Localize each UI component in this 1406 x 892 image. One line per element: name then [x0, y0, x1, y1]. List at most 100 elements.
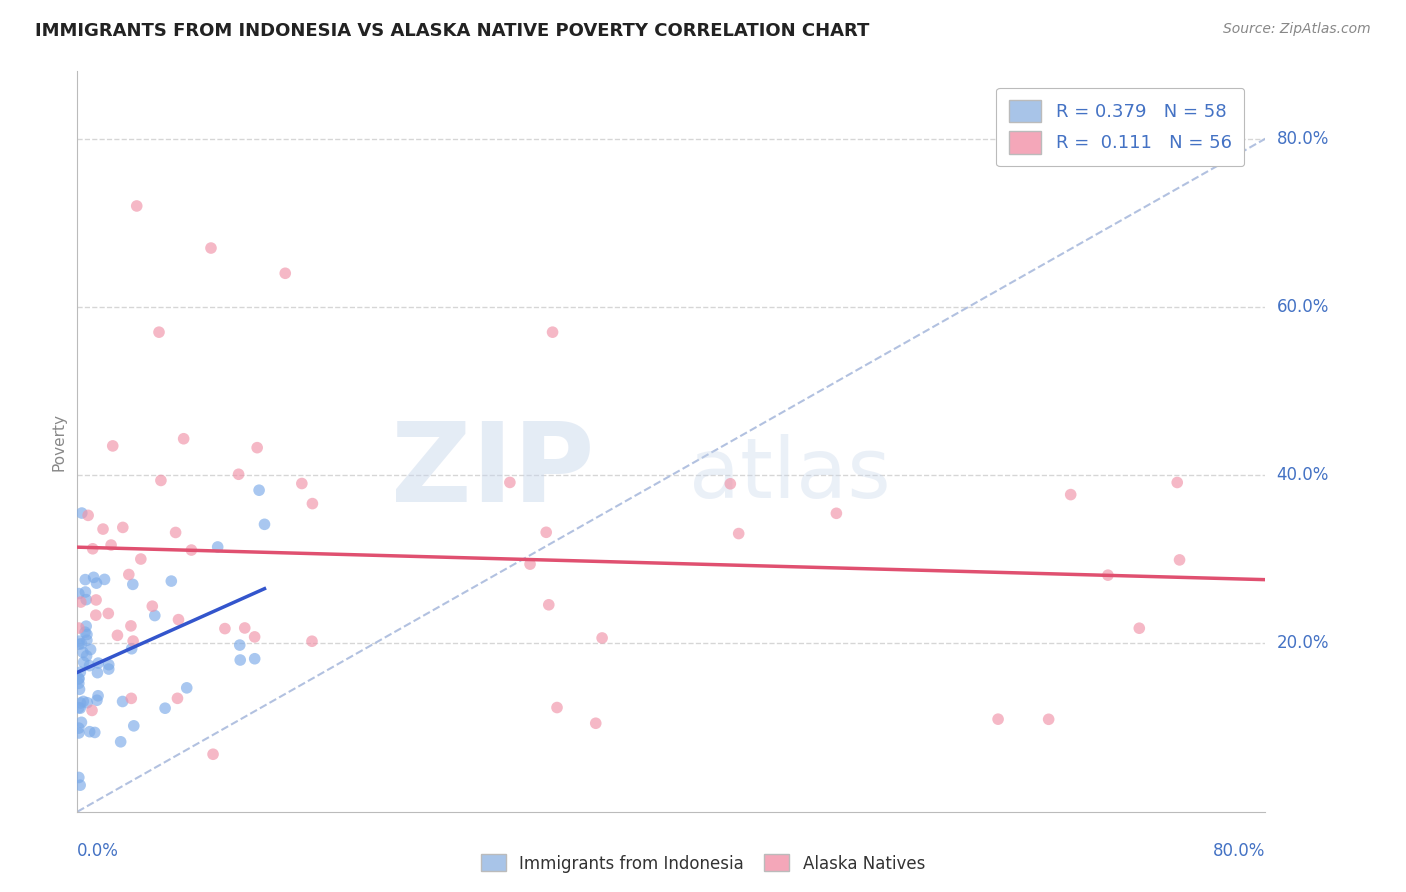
Point: [80, 703, 103, 717]
Point: [1097, 568, 1119, 582]
Point: [202, 747, 225, 762]
Point: [76, 696, 98, 710]
Point: [67, 672, 90, 686]
Point: [79, 724, 101, 739]
Point: [111, 694, 134, 708]
Point: [87, 656, 110, 670]
Point: [160, 574, 183, 588]
Point: [86, 693, 108, 707]
Point: [72, 694, 94, 708]
Point: [229, 653, 252, 667]
Point: [67, 586, 90, 600]
Text: 20.0%: 20.0%: [1277, 634, 1329, 652]
Point: [75, 585, 97, 599]
Point: [75, 619, 97, 633]
Point: [727, 526, 749, 541]
Point: [125, 199, 148, 213]
Point: [118, 567, 141, 582]
Point: [67, 721, 90, 735]
Text: atlas: atlas: [689, 434, 891, 516]
Point: [718, 476, 741, 491]
Point: [585, 716, 607, 731]
Point: [111, 520, 134, 534]
Point: [101, 439, 124, 453]
Point: [91, 522, 114, 536]
Point: [121, 577, 143, 591]
Point: [67, 672, 90, 686]
Point: [149, 474, 172, 488]
Point: [987, 712, 1010, 726]
Point: [67, 634, 90, 648]
Point: [519, 557, 541, 571]
Y-axis label: Poverty: Poverty: [51, 412, 66, 471]
Point: [121, 641, 143, 656]
Point: [84, 593, 107, 607]
Point: [148, 325, 170, 339]
Legend: R = 0.379   N = 58, R =  0.111   N = 56: R = 0.379 N = 58, R = 0.111 N = 56: [997, 87, 1244, 166]
Point: [122, 634, 145, 648]
Text: 80.0%: 80.0%: [1277, 129, 1329, 148]
Point: [69, 778, 91, 792]
Point: [180, 543, 202, 558]
Point: [107, 628, 129, 642]
Point: [67, 726, 90, 740]
Point: [120, 619, 142, 633]
Text: 60.0%: 60.0%: [1277, 298, 1329, 316]
Point: [167, 613, 190, 627]
Point: [247, 483, 270, 498]
Point: [84, 608, 107, 623]
Point: [537, 598, 560, 612]
Point: [79, 658, 101, 673]
Point: [86, 576, 108, 591]
Legend: Immigrants from Indonesia, Alaska Natives: Immigrants from Indonesia, Alaska Native…: [474, 847, 932, 880]
Text: 40.0%: 40.0%: [1277, 467, 1329, 484]
Point: [1166, 475, 1188, 490]
Point: [301, 634, 323, 648]
Point: [76, 648, 98, 663]
Point: [70, 637, 93, 651]
Point: [301, 497, 323, 511]
Point: [233, 621, 256, 635]
Point: [69, 665, 91, 680]
Point: [67, 700, 90, 714]
Point: [825, 506, 848, 520]
Point: [176, 681, 198, 695]
Point: [93, 573, 115, 587]
Point: [83, 570, 105, 584]
Point: [75, 573, 97, 587]
Point: [253, 517, 276, 532]
Point: [110, 735, 132, 749]
Point: [72, 645, 94, 659]
Point: [541, 325, 564, 339]
Point: [120, 691, 142, 706]
Point: [67, 771, 90, 785]
Point: [243, 630, 266, 644]
Point: [1168, 553, 1191, 567]
Point: [97, 607, 120, 621]
Text: Source: ZipAtlas.com: Source: ZipAtlas.com: [1223, 22, 1371, 37]
Point: [207, 540, 229, 554]
Point: [69, 682, 91, 697]
Text: 0.0%: 0.0%: [77, 842, 120, 860]
Point: [143, 608, 166, 623]
Point: [75, 592, 97, 607]
Point: [97, 662, 120, 676]
Point: [214, 622, 236, 636]
Point: [82, 541, 104, 556]
Point: [534, 525, 557, 540]
Point: [165, 525, 187, 540]
Point: [122, 719, 145, 733]
Point: [69, 701, 91, 715]
Point: [129, 552, 152, 566]
Point: [591, 631, 613, 645]
Point: [153, 701, 176, 715]
Point: [1038, 712, 1060, 726]
Point: [73, 625, 96, 640]
Text: IMMIGRANTS FROM INDONESIA VS ALASKA NATIVE POVERTY CORRELATION CHART: IMMIGRANTS FROM INDONESIA VS ALASKA NATI…: [35, 22, 869, 40]
Point: [76, 633, 98, 648]
Point: [76, 627, 98, 641]
Point: [246, 441, 269, 455]
Point: [499, 475, 522, 490]
Point: [67, 637, 90, 651]
Point: [86, 665, 108, 680]
